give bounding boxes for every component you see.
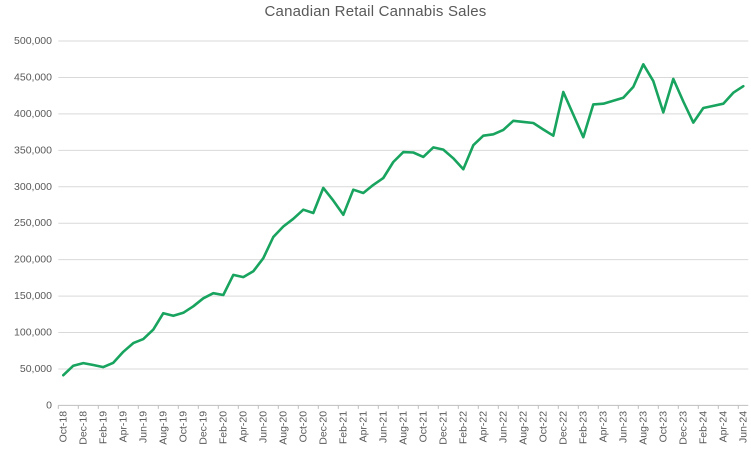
x-axis-label: Feb-21: [337, 411, 349, 444]
x-axis-label: Aug-19: [157, 411, 169, 445]
x-axis-label: Aug-21: [397, 411, 409, 445]
y-axis-label: 0: [46, 399, 52, 411]
x-axis-label: Feb-24: [697, 411, 709, 444]
sales-data-line: [61, 63, 745, 377]
y-axis-label: 250,000: [14, 217, 52, 229]
x-axis-label: Aug-23: [637, 411, 649, 445]
x-axis-label: Jun-19: [137, 411, 149, 443]
x-axis-label: Feb-23: [577, 411, 589, 444]
y-axis-label: 50,000: [20, 363, 52, 375]
x-axis-label: Feb-19: [97, 411, 109, 444]
x-axis-label: Dec-23: [677, 411, 689, 445]
x-axis-label: Oct-20: [297, 411, 309, 443]
x-axis-label: Jun-23: [617, 411, 629, 443]
y-axis-label: 500,000: [14, 35, 52, 47]
x-axis-label: Oct-23: [657, 411, 669, 443]
x-axis-label: Dec-19: [197, 411, 209, 445]
x-axis-label: Jun-22: [497, 411, 509, 443]
y-axis-label: 400,000: [14, 108, 52, 120]
x-axis-label: Aug-20: [277, 411, 289, 445]
x-axis-label: Apr-21: [357, 411, 369, 443]
x-axis-label: Apr-23: [597, 411, 609, 443]
x-axis-label: Apr-24: [717, 411, 729, 443]
x-axis-label: Oct-18: [57, 411, 69, 443]
x-axis-label: Dec-21: [437, 411, 449, 445]
x-axis-label: Oct-19: [177, 411, 189, 443]
x-axis-label: Jun-20: [257, 411, 269, 443]
x-axis-label: Feb-20: [217, 411, 229, 444]
x-axis-label: Dec-22: [557, 411, 569, 445]
y-axis-label: 450,000: [14, 71, 52, 83]
x-axis-label: Oct-22: [537, 411, 549, 443]
x-axis-label: Apr-20: [237, 411, 249, 443]
y-axis-label: 200,000: [14, 254, 52, 266]
x-axis-label: Oct-21: [417, 411, 429, 443]
x-axis-label: Jun-24: [737, 411, 749, 443]
x-axis-label: Jun-21: [377, 411, 389, 443]
x-axis-label: Apr-19: [117, 411, 129, 443]
y-axis-label: 300,000: [14, 181, 52, 193]
x-axis-label: Aug-22: [517, 411, 529, 445]
x-axis-label: Apr-22: [477, 411, 489, 443]
x-axis-label: Dec-20: [317, 411, 329, 445]
x-axis-label: Dec-18: [77, 411, 89, 445]
y-axis-label: 150,000: [14, 290, 52, 302]
y-axis-label: 100,000: [14, 327, 52, 339]
y-axis-label: 350,000: [14, 144, 52, 156]
chart-title: Canadian Retail Cannabis Sales: [264, 3, 487, 20]
x-axis-label: Feb-22: [457, 411, 469, 444]
